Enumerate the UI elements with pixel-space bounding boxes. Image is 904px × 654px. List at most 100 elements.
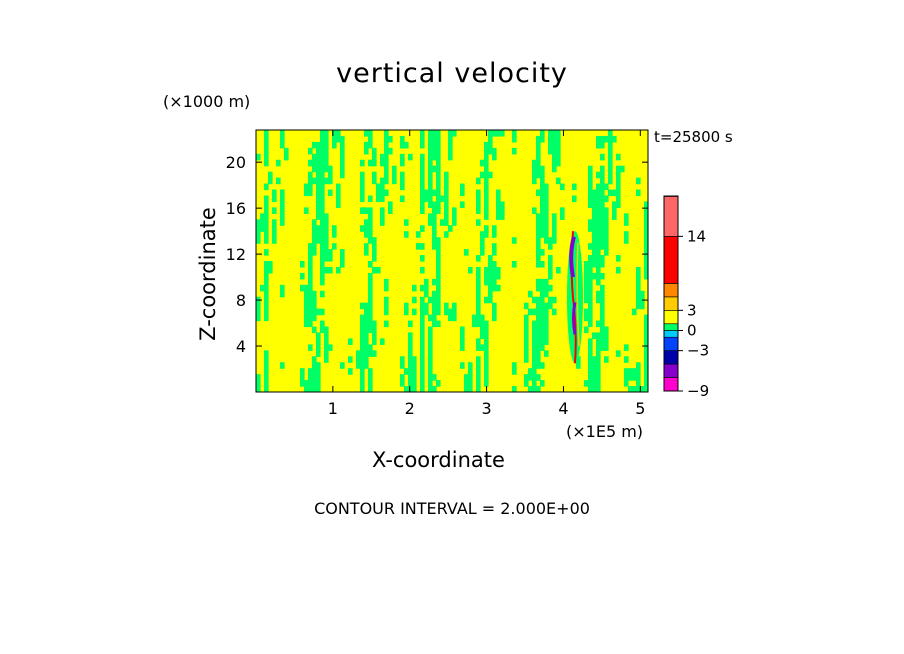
field-cell: [448, 141, 453, 149]
colorbar-swatch: [663, 350, 679, 365]
field-cell: [256, 225, 261, 232]
field-cell: [524, 338, 529, 345]
field-cell: [428, 338, 433, 345]
field-cell: [480, 320, 485, 328]
field-cell: [484, 296, 489, 304]
field-cell: [476, 284, 481, 292]
field-cell: [312, 225, 317, 232]
field-cell: [588, 261, 593, 268]
field-cell: [540, 183, 545, 191]
field-cell: [496, 284, 501, 292]
field-cell: [588, 219, 593, 226]
field-cell: [400, 135, 405, 143]
field-cell: [596, 231, 601, 238]
field-cell: [408, 356, 413, 363]
field-cell: [536, 237, 541, 244]
field-cell: [432, 130, 437, 137]
field-cell: [604, 225, 609, 232]
field-cell: [436, 159, 441, 167]
field-cell: [360, 225, 365, 232]
field-cell: [324, 165, 329, 173]
field-cell: [592, 195, 597, 203]
field-cell: [532, 362, 537, 369]
field-cell: [468, 368, 473, 375]
field-cell: [544, 183, 549, 191]
field-cell: [428, 135, 433, 143]
field-cell: [644, 362, 648, 369]
field-cell: [400, 171, 405, 179]
field-cell: [256, 153, 261, 161]
field-cell: [488, 266, 493, 274]
field-cell: [436, 207, 441, 214]
field-cell: [524, 302, 529, 310]
field-cell: [616, 255, 621, 262]
field-cell: [360, 332, 365, 339]
field-cell: [384, 159, 389, 167]
field-cell: [420, 189, 425, 197]
field-cell: [616, 195, 621, 203]
field-cell: [388, 201, 393, 208]
field-cell: [444, 213, 449, 220]
field-cell: [320, 201, 325, 208]
field-cell: [552, 231, 557, 238]
colorbar-swatch: [663, 330, 679, 338]
field-cell: [264, 278, 269, 286]
field-cell: [540, 332, 545, 339]
field-cell: [312, 368, 317, 375]
field-cell: [332, 225, 337, 232]
field-cell: [632, 386, 637, 392]
field-cell: [300, 261, 305, 268]
field-cell: [384, 177, 389, 185]
field-cell: [588, 225, 593, 232]
field-cell: [552, 308, 557, 316]
field-cell: [312, 159, 317, 167]
field-cell: [484, 231, 489, 238]
field-cell: [304, 386, 309, 392]
field-cell: [588, 195, 593, 203]
field-cell: [612, 135, 617, 143]
field-cell: [544, 213, 549, 220]
field-cell: [584, 314, 589, 322]
field-cell: [428, 362, 433, 369]
field-cell: [264, 356, 269, 363]
field-cell: [536, 356, 541, 363]
field-cell: [476, 290, 481, 298]
field-cell: [484, 338, 489, 345]
field-cell: [628, 374, 633, 381]
field-cell: [368, 350, 373, 357]
y-axis-ticks: 4 8 12 16 20: [226, 153, 648, 356]
field-cell: [588, 171, 593, 179]
field-cell: [320, 171, 325, 179]
contour-interval-label: CONTOUR INTERVAL = 2.000E+00: [314, 499, 590, 518]
field-cell: [320, 135, 325, 143]
field-cell: [264, 130, 269, 137]
field-cell: [320, 177, 325, 185]
field-cell: [444, 189, 449, 197]
field-cell: [436, 153, 441, 161]
field-cell: [636, 278, 641, 286]
field-cell: [420, 284, 425, 292]
field-cell: [536, 296, 541, 304]
field-cell: [340, 255, 345, 262]
field-cell: [368, 296, 373, 304]
field-cell: [624, 368, 629, 375]
field-cell: [312, 380, 317, 387]
colorbar-swatch: [663, 310, 679, 325]
field-cell: [536, 362, 541, 369]
field-cell: [336, 266, 341, 274]
field-cell: [544, 225, 549, 232]
field-cell: [592, 189, 597, 197]
field-cell: [316, 141, 321, 149]
field-cell: [432, 189, 437, 197]
field-cell: [484, 332, 489, 339]
field-cell: [364, 231, 369, 238]
field-cell: [280, 290, 285, 298]
field-cell: [428, 195, 433, 203]
field-cell: [460, 344, 465, 351]
field-cell: [588, 165, 593, 173]
field-cell: [436, 147, 441, 155]
field-cell: [584, 296, 589, 304]
field-cell: [444, 177, 449, 185]
field-cell: [644, 344, 648, 351]
field-cell: [320, 237, 325, 244]
